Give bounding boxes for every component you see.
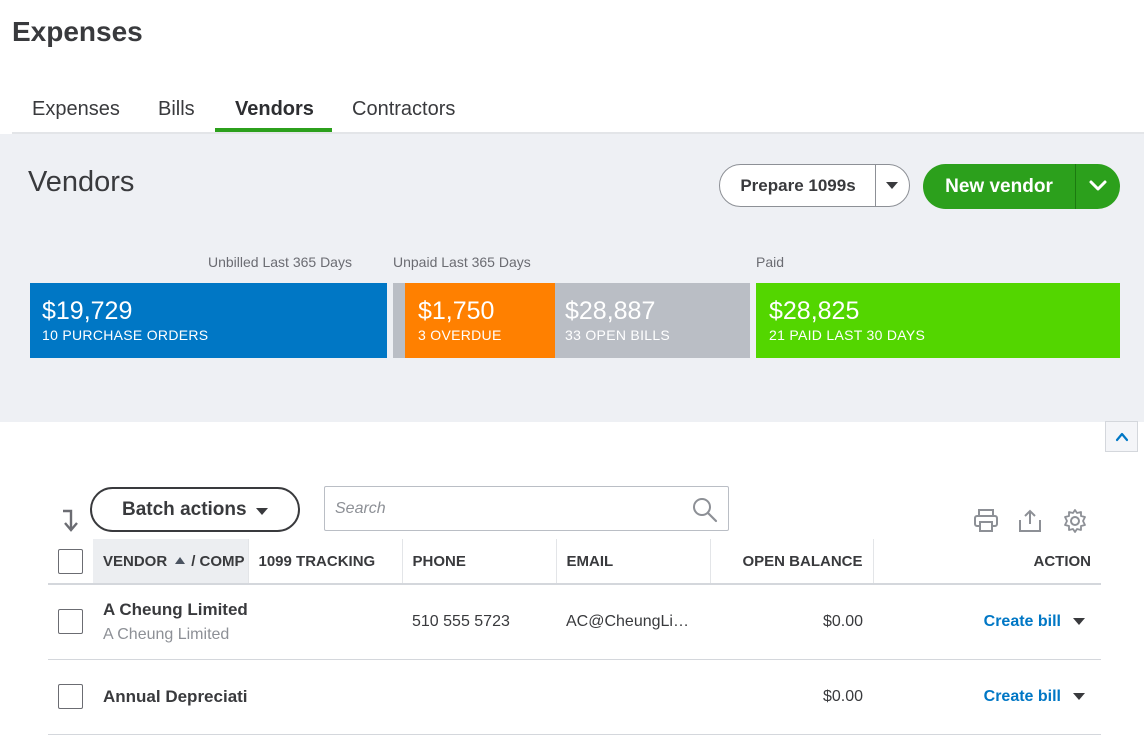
prepare-1099s-button[interactable]: Prepare 1099s [740, 176, 856, 195]
phone-cell [402, 659, 556, 735]
row-select-cell [48, 659, 93, 735]
vendor-name-link[interactable]: A Cheung Limited [103, 599, 248, 619]
vendors-summary-panel: Vendors Prepare 1099s New vendor Unbille… [0, 134, 1144, 422]
email-cell: AC@CheungLi… [556, 584, 710, 660]
split-divider [875, 165, 876, 206]
export-icon[interactable] [1018, 508, 1044, 534]
active-tab-indicator [215, 128, 332, 132]
tab-bills[interactable]: Bills [158, 98, 195, 120]
print-icon[interactable] [973, 508, 999, 534]
tracking-cell [248, 659, 402, 735]
tab-contractors[interactable]: Contractors [352, 98, 456, 120]
balance-column-header[interactable]: OPEN BALANCE [710, 539, 874, 585]
paid-tile[interactable]: $28,825 21 PAID LAST 30 DAYS [756, 283, 1120, 358]
tab-expenses[interactable]: Expenses [32, 98, 120, 120]
paid-amount: $28,825 [769, 297, 860, 325]
open-bills-tile[interactable]: $28,887 33 OPEN BILLS [555, 283, 750, 358]
email-column-header[interactable]: EMAIL [556, 539, 711, 585]
caret-down-icon [886, 182, 898, 189]
caret-down-icon [256, 508, 268, 515]
purchase-orders-amount: $19,729 [42, 297, 133, 325]
split-divider [1075, 164, 1076, 209]
table-row[interactable]: Annual Depreciati $0.00 Create bill [48, 659, 1101, 735]
phone-column-header[interactable]: PHONE [402, 539, 557, 585]
tab-vendors[interactable]: Vendors [235, 98, 314, 120]
select-all-checkbox[interactable] [58, 548, 83, 574]
open-bills-caption: 33 OPEN BILLS [565, 327, 671, 343]
vendor-header-label: VENDOR [103, 552, 168, 570]
company-header-label: / COMP [191, 552, 245, 570]
overdue-caption: 3 OVERDUE [418, 327, 502, 343]
sort-arrow-icon[interactable] [61, 509, 83, 533]
settings-gear-icon[interactable] [1062, 508, 1088, 534]
paid-label: Paid [756, 254, 785, 270]
tab-bar: Expenses Bills Vendors Contractors [12, 86, 1144, 134]
vendor-name-link[interactable]: Annual Depreciati [103, 686, 248, 706]
row-select-cell [48, 584, 93, 660]
collapse-panel-button[interactable] [1105, 421, 1138, 452]
sort-ascending-icon [175, 557, 186, 565]
open-bills-amount: $28,887 [565, 297, 656, 325]
vendors-table: VENDOR / COMP 1099 TRACKING PHONE EMAIL O… [48, 539, 1101, 735]
batch-actions-button[interactable]: Batch actions [90, 487, 300, 532]
tracking-cell [248, 584, 402, 660]
tracking-column-header[interactable]: 1099 TRACKING [248, 539, 403, 585]
new-vendor-button[interactable]: New vendor [945, 176, 1053, 197]
create-bill-link[interactable]: Create bill [983, 687, 1061, 705]
action-column-header: ACTION [873, 539, 1101, 585]
chevron-down-icon [1089, 180, 1107, 191]
vendor-cell: Annual Depreciati [93, 659, 248, 735]
unpaid-bar-edge [393, 283, 405, 358]
row-checkbox[interactable] [58, 684, 83, 709]
purchase-orders-tile[interactable]: $19,729 10 PURCHASE ORDERS [30, 283, 387, 358]
phone-cell: 510 555 5723 [402, 584, 556, 660]
page-title: Expenses [12, 16, 143, 47]
new-vendor-dropdown[interactable] [1076, 164, 1120, 209]
vendor-company-name: A Cheung Limited [103, 625, 230, 643]
search-input[interactable] [335, 487, 685, 530]
create-bill-link[interactable]: Create bill [983, 612, 1061, 630]
paid-caption: 21 PAID LAST 30 DAYS [769, 327, 926, 343]
prepare-1099s-split-button: Prepare 1099s [719, 164, 910, 207]
vendor-cell: A Cheung Limited A Cheung Limited [93, 584, 248, 660]
balance-cell: $0.00 [710, 584, 873, 660]
search-box [324, 486, 729, 531]
prepare-1099s-dropdown[interactable] [876, 165, 910, 206]
unpaid-label: Unpaid Last 365 Days [393, 254, 531, 270]
table-header-row: VENDOR / COMP 1099 TRACKING PHONE EMAIL O… [48, 539, 1101, 585]
balance-cell: $0.00 [710, 659, 873, 735]
purchase-orders-caption: 10 PURCHASE ORDERS [42, 327, 209, 343]
select-all-cell [48, 539, 93, 585]
batch-actions-label: Batch actions [122, 499, 247, 520]
vendors-heading: Vendors [28, 166, 135, 198]
chevron-up-icon [1115, 432, 1129, 442]
action-cell: Create bill [873, 659, 1101, 735]
row-checkbox[interactable] [58, 609, 83, 635]
vendor-column-header[interactable]: VENDOR / COMP [93, 539, 249, 585]
overdue-tile[interactable]: $1,750 3 OVERDUE [405, 283, 555, 358]
table-row[interactable]: A Cheung Limited A Cheung Limited 510 55… [48, 584, 1101, 660]
row-actions-dropdown-icon[interactable] [1073, 692, 1085, 700]
search-icon[interactable] [692, 497, 718, 523]
action-cell: Create bill [873, 584, 1101, 660]
overdue-amount: $1,750 [418, 297, 495, 325]
email-cell [556, 659, 710, 735]
row-actions-dropdown-icon[interactable] [1073, 618, 1085, 626]
new-vendor-split-button: New vendor [923, 164, 1120, 209]
unbilled-label: Unbilled Last 365 Days [208, 254, 352, 270]
